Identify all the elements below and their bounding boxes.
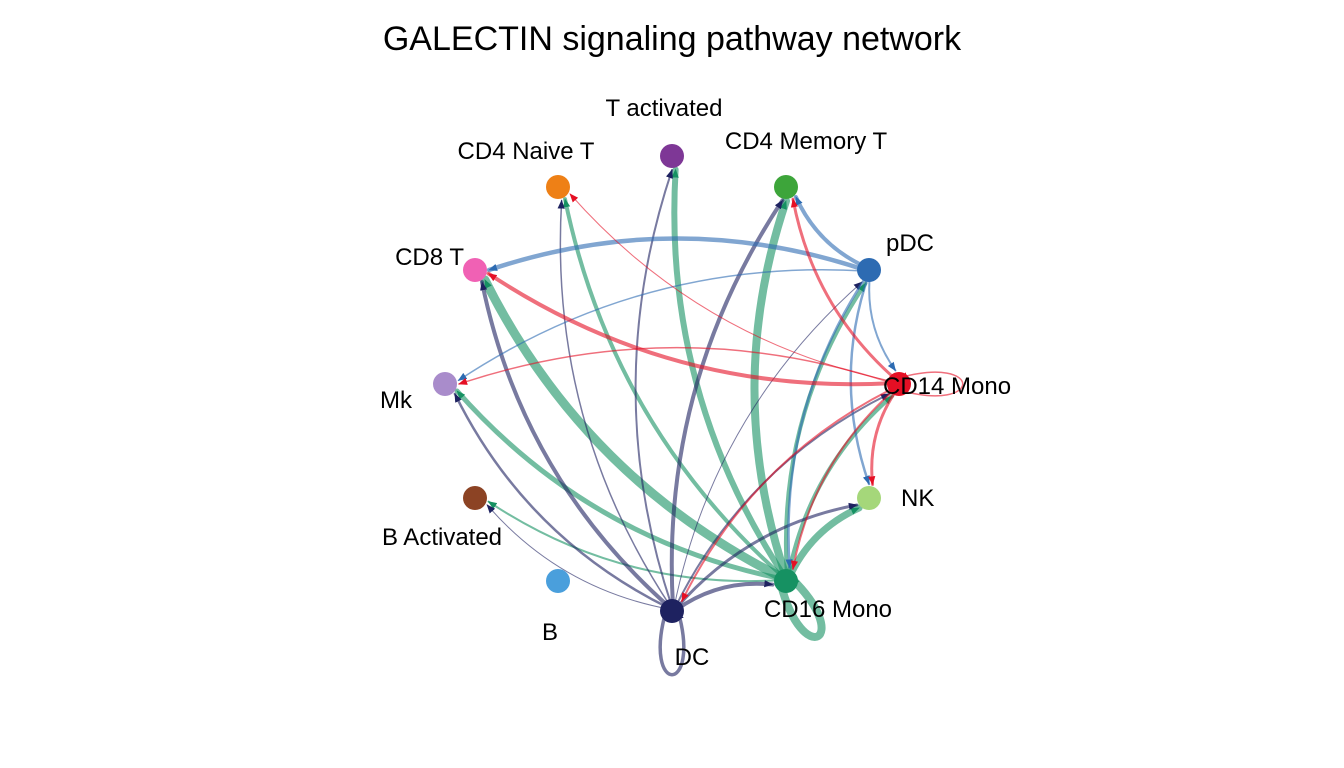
edge-dc-to-pdc: [673, 281, 863, 609]
node-label-cd14: CD14 Mono: [883, 373, 1011, 400]
node-label-tact: T activated: [606, 95, 723, 122]
node-label-cd16: CD16 Mono: [764, 596, 892, 623]
node-label-pdc: pDC: [886, 230, 934, 257]
edge-pdc-to-mk: [457, 269, 866, 382]
node-label-cd8: CD8 T: [395, 244, 464, 271]
node-pdc: [857, 258, 881, 282]
node-label-b: B: [542, 619, 558, 646]
node-cd8: [463, 258, 487, 282]
node-cd4m: [774, 175, 798, 199]
edge-pdc-to-cd4m: [793, 194, 869, 270]
node-layer: [433, 144, 911, 623]
edge-layer: [453, 166, 964, 677]
node-label-mk: Mk: [380, 387, 413, 414]
node-label-cd4m: CD4 Memory T: [725, 128, 888, 155]
label-layer: T activated CD4 Naive T CD4 Memory T pDC CD8…: [380, 95, 1011, 671]
edge-cd14-to-mk: [458, 346, 896, 385]
edge-dc-to-cd4m: [669, 198, 785, 610]
edge-cd16-to-cd4n: [563, 197, 786, 580]
node-b: [546, 569, 570, 593]
edge-cd16-to-cd4m: [750, 197, 790, 581]
node-mk: [433, 372, 457, 396]
node-label-nk: NK: [901, 485, 934, 512]
node-cd16: [774, 569, 798, 593]
edge-dc-to-cd4n: [557, 199, 672, 608]
edge-pdc-to-cd8: [486, 236, 868, 273]
edge-dc-to-bact: [486, 504, 670, 610]
edge-cd16-to-mk: [454, 388, 786, 582]
node-label-cd4n: CD4 Naive T: [458, 138, 595, 165]
chart-title: GALECTIN signaling pathway network: [382, 20, 962, 58]
edge-cd14-to-cd16: [790, 386, 899, 570]
edge-dc-to-nk: [673, 502, 859, 611]
edge-cd16-to-cd16: [776, 573, 826, 641]
node-tact: [660, 144, 684, 168]
edge-cd14-to-cd14: [898, 371, 964, 397]
edge-cd14-to-cd4m: [790, 197, 899, 383]
edge-cd14-to-cd8: [486, 271, 898, 387]
node-cd14: [887, 372, 911, 396]
node-nk: [857, 486, 881, 510]
node-label-bact: B Activated: [382, 524, 502, 551]
edge-dc-to-tact: [634, 169, 673, 608]
node-dc: [660, 599, 684, 623]
edge-dc-to-cd16: [673, 580, 775, 612]
node-bact: [463, 486, 487, 510]
edge-pdc-to-nk: [849, 272, 871, 486]
edge-dc-to-dc: [658, 609, 686, 677]
edge-dc-to-mk: [453, 392, 671, 610]
edge-cd14-to-nk: [868, 386, 900, 486]
edge-pdc-to-cd14: [868, 272, 897, 372]
edge-pdc-to-cd16: [785, 272, 870, 569]
node-cd4n: [546, 175, 570, 199]
node-label-dc: DC: [675, 644, 710, 671]
edge-cd14-to-dc: [680, 385, 898, 603]
edge-cd16-to-cd8: [480, 275, 788, 583]
edge-dc-to-cd8: [480, 280, 672, 610]
